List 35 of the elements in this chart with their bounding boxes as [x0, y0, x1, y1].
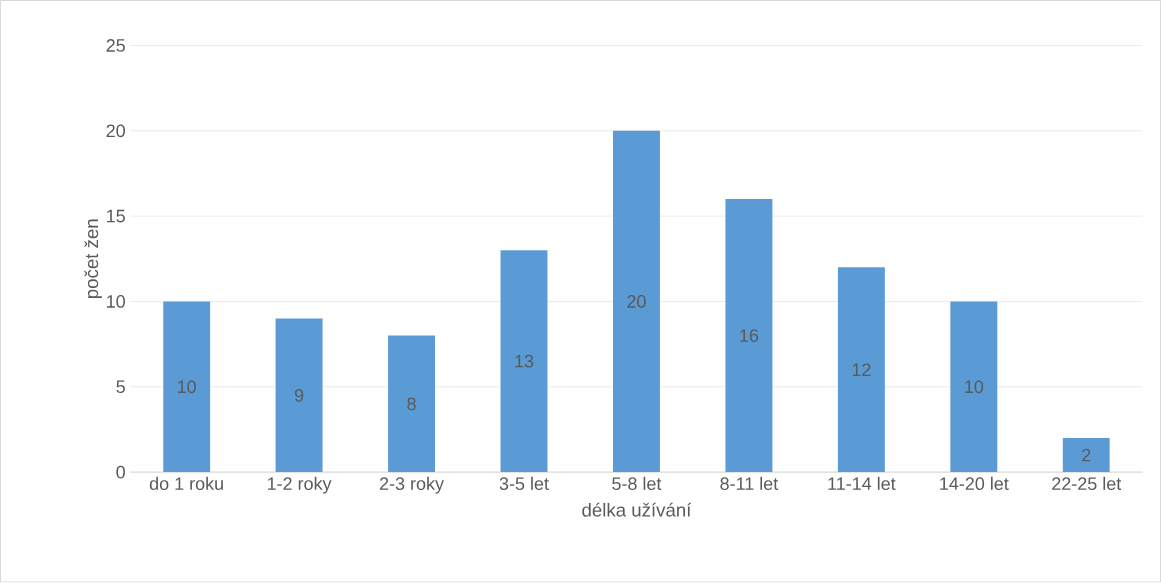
data-label: 8 — [407, 397, 416, 411]
data-label: 10 — [965, 380, 984, 394]
bar — [163, 301, 211, 473]
y-tick-label: 5 — [116, 380, 125, 394]
data-label: 10 — [178, 380, 196, 394]
data-label: 20 — [627, 295, 646, 309]
x-tick-label: 2-3 roky — [379, 477, 444, 494]
y-tick-label: 10 — [107, 295, 125, 309]
bar — [725, 199, 773, 473]
data-label: 13 — [515, 355, 534, 368]
x-tick-label: 1-2 roky — [267, 477, 332, 494]
bar — [500, 250, 548, 473]
y-tick-label: 15 — [107, 210, 125, 223]
bar — [837, 267, 885, 473]
y-tick-label: 25 — [106, 39, 125, 53]
x-tick-label: 22-25 let — [1052, 477, 1122, 491]
data-label: 2 — [1082, 449, 1091, 462]
x-tick-label: do 1 roku — [149, 477, 223, 491]
x-tick-label: 14-20 let — [940, 477, 1009, 491]
x-tick-label: 5-8 let — [612, 477, 662, 491]
data-label: 12 — [852, 363, 871, 377]
y-axis-title: počet žen — [84, 219, 102, 299]
bar — [612, 131, 660, 473]
x-tick-label: 8-11 let — [720, 477, 779, 491]
data-label: 16 — [740, 329, 759, 343]
bar — [275, 318, 323, 473]
bar — [388, 335, 436, 473]
y-tick-label: 20 — [106, 124, 125, 138]
y-tick-label: 0 — [116, 465, 125, 479]
bar — [1062, 438, 1110, 473]
bar — [950, 301, 998, 473]
data-label: 9 — [294, 389, 304, 402]
x-tick-label: 3-5 let — [499, 477, 549, 491]
x-axis-title: délka užívání — [582, 502, 692, 517]
x-tick-label: 11-14 let — [828, 477, 896, 491]
